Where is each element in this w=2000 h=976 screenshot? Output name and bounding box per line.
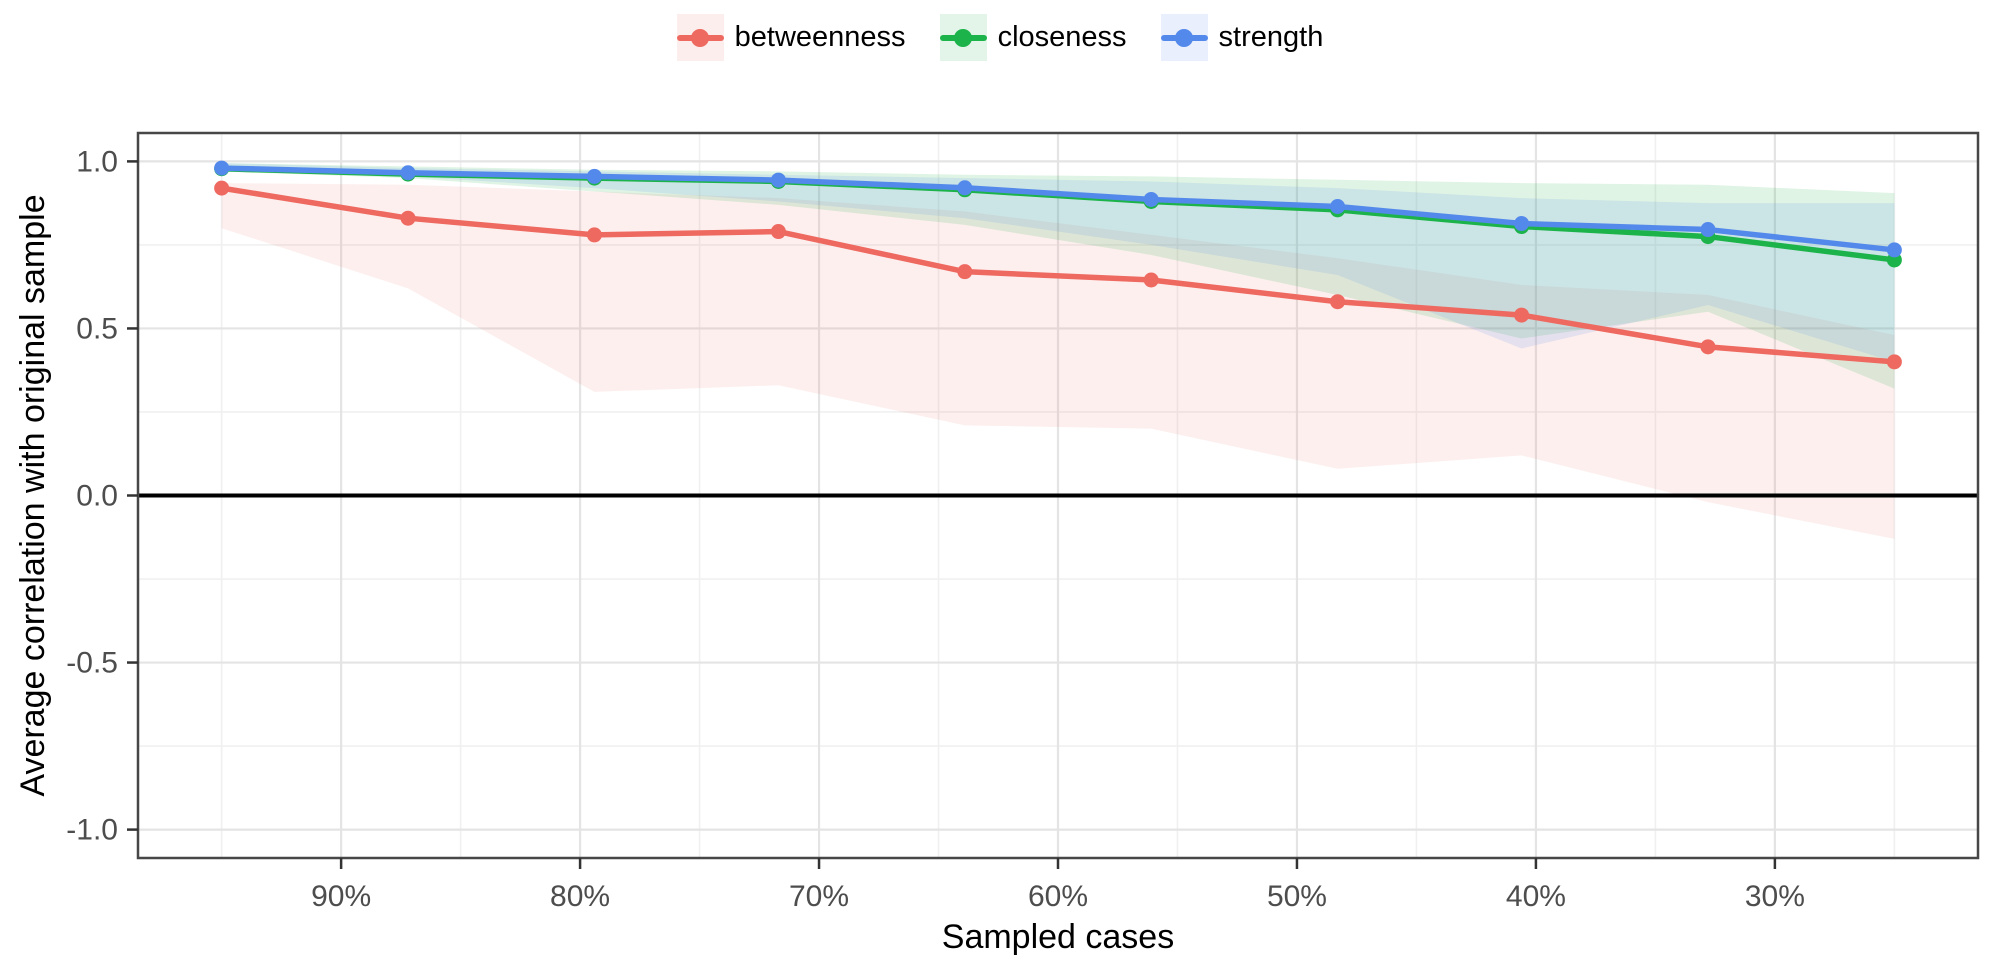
legend-dot-glyph [954,28,973,47]
legend-label-strength: strength [1218,21,1324,53]
point-betweenness [1700,339,1716,355]
point-strength [770,172,786,188]
point-betweenness [770,224,786,240]
y-tick-label: -1.0 [66,814,118,847]
x-tick-label: 50% [1267,880,1327,913]
point-strength [400,165,416,181]
y-tick-label: 1.0 [76,145,118,178]
point-betweenness [1330,294,1346,310]
point-strength [586,168,602,184]
legend-dot-glyph [691,28,710,47]
ribbon-betweenness [221,183,1895,539]
legend-dot-glyph [1175,28,1194,47]
point-betweenness [400,210,416,226]
point-strength [1330,199,1346,215]
legend-item-betweenness: betweenness [676,14,906,61]
x-tick-label: 90% [311,880,371,913]
x-tick-label: 40% [1506,880,1566,913]
point-betweenness [1143,272,1159,288]
legend-item-strength: strength [1160,14,1324,61]
point-betweenness [1514,307,1530,323]
point-strength [214,160,230,176]
point-betweenness [1886,354,1902,370]
x-tick-label: 70% [789,880,849,913]
point-strength [1514,216,1530,232]
legend-key-closeness-icon [939,14,987,61]
point-strength [1886,242,1902,258]
x-axis-title: Sampled cases [942,918,1174,956]
y-tick-label: 0.0 [76,480,118,513]
point-strength [1700,222,1716,238]
point-betweenness [957,264,973,280]
line-strength [218,165,1898,253]
y-tick-label: -0.5 [66,647,118,680]
point-strength [1143,191,1159,207]
legend-key-betweenness-icon [676,14,724,61]
line-betweenness [218,185,1898,365]
legend: betweenness closeness strength [0,14,2000,61]
y-axis-title: Average correlation with original sample [14,194,52,796]
x-tick-label: 60% [1028,880,1088,913]
point-strength [957,180,973,196]
point-betweenness [214,180,230,196]
legend-item-closeness: closeness [939,14,1127,61]
x-tick-label: 30% [1745,880,1805,913]
legend-key-strength-icon [1160,14,1208,61]
y-tick-label: 0.5 [76,312,118,345]
legend-label-betweenness: betweenness [734,21,906,53]
point-betweenness [586,227,602,243]
legend-label-closeness: closeness [997,21,1127,53]
x-tick-label: 80% [550,880,610,913]
